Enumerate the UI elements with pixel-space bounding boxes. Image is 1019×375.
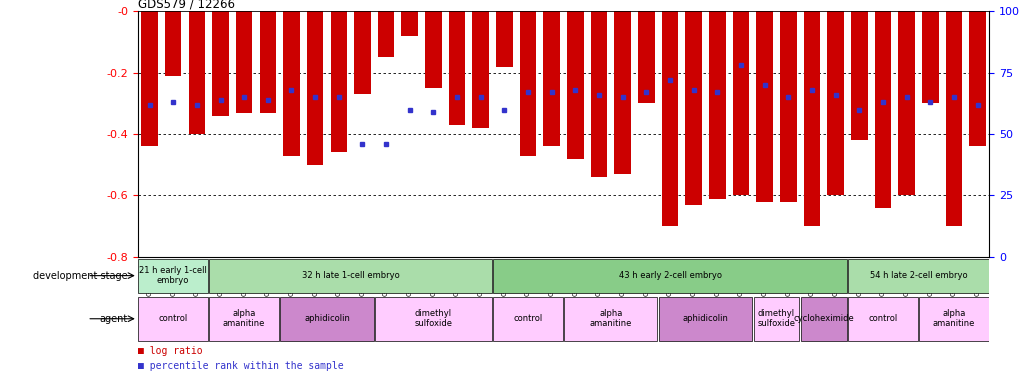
Bar xyxy=(732,11,749,195)
Bar xyxy=(495,11,513,66)
Text: alpha
amanitine: alpha amanitine xyxy=(589,309,632,328)
Text: alpha
amanitine: alpha amanitine xyxy=(223,309,265,328)
Text: 21 h early 1-cell
embryо: 21 h early 1-cell embryо xyxy=(140,266,207,285)
Bar xyxy=(800,297,846,340)
Bar xyxy=(280,297,373,340)
Bar xyxy=(848,297,917,340)
Bar xyxy=(780,11,796,202)
Bar xyxy=(685,11,701,205)
Bar xyxy=(401,11,418,36)
Bar xyxy=(141,11,158,146)
Text: agent: agent xyxy=(99,314,127,324)
Bar xyxy=(493,297,562,340)
Bar xyxy=(330,11,346,153)
Bar xyxy=(918,297,987,340)
Bar xyxy=(165,11,181,76)
Bar xyxy=(590,11,606,177)
Bar xyxy=(567,11,583,159)
Bar xyxy=(848,259,987,292)
Bar xyxy=(209,297,278,340)
Bar xyxy=(661,11,678,226)
Bar xyxy=(826,11,843,195)
Bar xyxy=(945,11,961,226)
Bar xyxy=(212,11,228,116)
Bar xyxy=(283,11,300,156)
Text: ■ percentile rank within the sample: ■ percentile rank within the sample xyxy=(138,361,343,370)
Text: control: control xyxy=(513,314,542,323)
Bar xyxy=(425,11,441,88)
Bar xyxy=(139,297,208,340)
Text: cycloheximide: cycloheximide xyxy=(793,314,853,323)
Bar xyxy=(520,11,536,156)
Text: development stage: development stage xyxy=(33,271,127,280)
Text: dimethyl
sulfoxide: dimethyl sulfoxide xyxy=(414,309,452,328)
Text: alpha
amanitine: alpha amanitine xyxy=(931,309,974,328)
Bar xyxy=(658,297,751,340)
Bar xyxy=(850,11,867,140)
Bar xyxy=(898,11,914,195)
Bar xyxy=(189,11,205,134)
Bar xyxy=(375,297,491,340)
Text: aphidicolin: aphidicolin xyxy=(304,314,350,323)
Bar xyxy=(803,11,819,226)
Bar xyxy=(921,11,937,104)
Bar xyxy=(377,11,394,57)
Bar xyxy=(968,11,985,146)
Bar xyxy=(874,11,891,208)
Bar xyxy=(259,11,276,112)
Text: 32 h late 1-cell embryo: 32 h late 1-cell embryo xyxy=(302,271,399,280)
Bar xyxy=(307,11,323,165)
Bar xyxy=(753,297,799,340)
Bar xyxy=(209,259,491,292)
Bar xyxy=(493,259,846,292)
Bar xyxy=(638,11,654,104)
Text: aphidicolin: aphidicolin xyxy=(682,314,728,323)
Bar xyxy=(139,259,208,292)
Text: dimethyl
sulfoxide: dimethyl sulfoxide xyxy=(757,309,795,328)
Bar xyxy=(354,11,370,94)
Bar xyxy=(472,11,488,128)
Bar xyxy=(756,11,772,202)
Text: GDS579 / 12266: GDS579 / 12266 xyxy=(138,0,234,10)
Bar xyxy=(543,11,559,146)
Text: 43 h early 2-cell embryo: 43 h early 2-cell embryo xyxy=(618,271,720,280)
Text: control: control xyxy=(867,314,897,323)
Bar xyxy=(448,11,465,125)
Text: ■ log ratio: ■ log ratio xyxy=(138,346,202,355)
Bar xyxy=(235,11,252,112)
Bar xyxy=(564,297,657,340)
Bar xyxy=(613,11,631,174)
Bar xyxy=(708,11,725,198)
Text: control: control xyxy=(158,314,187,323)
Text: 54 h late 2-cell embryo: 54 h late 2-cell embryo xyxy=(869,271,966,280)
